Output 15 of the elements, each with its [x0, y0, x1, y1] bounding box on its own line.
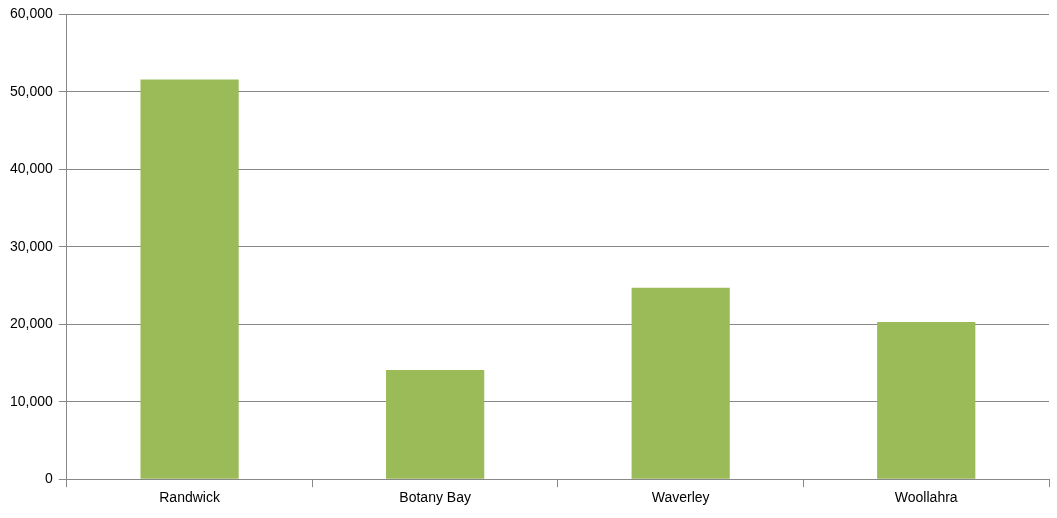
x-tick-label: Randwick [159, 489, 221, 506]
y-tick-label: 0 [45, 470, 54, 487]
bar [631, 287, 730, 479]
bar [140, 79, 239, 479]
y-tick-label: 40,000 [9, 160, 54, 177]
y-tick-label: 20,000 [9, 315, 54, 332]
y-tick-label: 30,000 [9, 237, 54, 254]
y-tick-label: 50,000 [9, 82, 54, 99]
bar [877, 321, 976, 479]
x-tick-label: Woollahra [894, 489, 958, 506]
y-tick-label: 10,000 [9, 392, 54, 409]
bar [386, 369, 485, 479]
y-tick-label: 60,000 [9, 5, 54, 22]
x-tick-label: Botany Bay [399, 489, 471, 506]
x-tick-label: Waverley [651, 489, 710, 506]
